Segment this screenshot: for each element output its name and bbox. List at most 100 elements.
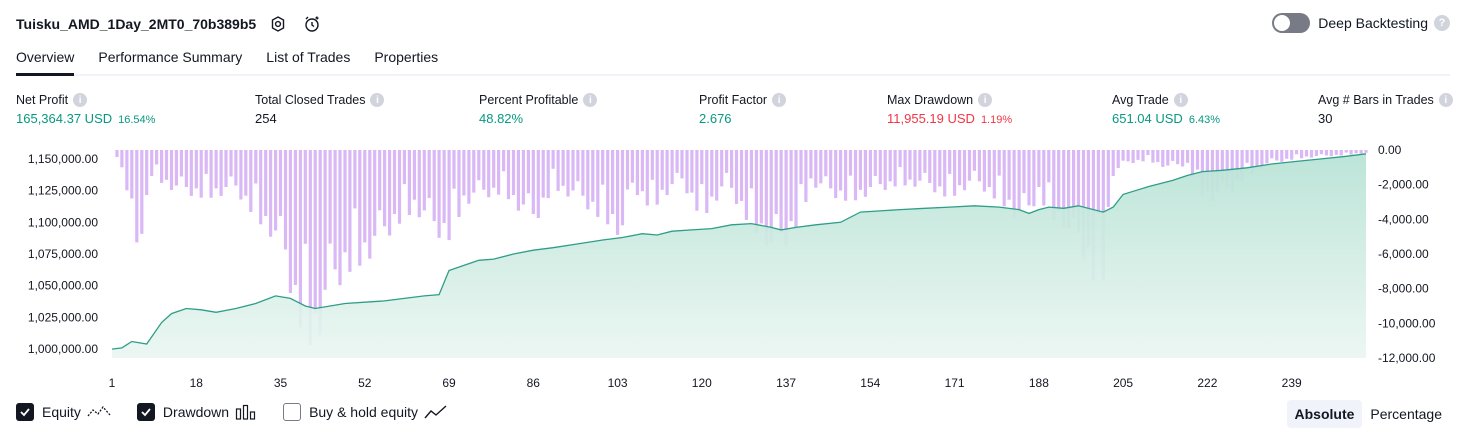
metric-label: Avg # Bars in Trades	[1318, 93, 1434, 107]
drawdown-bar	[1240, 150, 1244, 182]
drawdown-bar	[1156, 150, 1160, 163]
right-axis: 0.00 -2,000.00 -4,000.00 -6,000.00 -8,000.00…	[1378, 143, 1436, 365]
equity-line	[111, 153, 1367, 350]
drawdown-bar	[655, 150, 659, 205]
drawdown-bar	[824, 150, 828, 177]
drawdown-bar	[829, 150, 833, 189]
settings-icon[interactable]	[266, 12, 290, 36]
help-icon[interactable]: ?	[1434, 15, 1450, 31]
drawdown-bar	[269, 150, 273, 237]
drawdown-bar	[283, 150, 288, 250]
drawdown-bar	[402, 150, 406, 185]
x-axis: 1 18 35 52 69 86 103 120 137 154 171 188 205 222 239	[109, 376, 1302, 390]
drawdown-bar	[115, 150, 119, 158]
left-axis-tick: 1,150,000.00	[28, 152, 98, 166]
drawdown-bar	[244, 150, 248, 196]
drawdown-bar	[625, 150, 630, 190]
info-icon[interactable]: i	[978, 93, 993, 107]
drawdown-bar	[1111, 150, 1115, 176]
info-icon[interactable]: i	[1438, 93, 1453, 107]
drawdown-bar	[764, 150, 768, 246]
drawdown-bar	[1131, 150, 1135, 163]
drawdown-bar	[541, 150, 545, 198]
drawdown-bar	[1007, 150, 1011, 200]
drawdown-bar	[1072, 150, 1076, 218]
alert-clock-icon[interactable]	[300, 12, 324, 36]
tab-bar: Overview Performance Summary List of Tra…	[16, 46, 1450, 76]
drawdown-bar	[596, 150, 600, 217]
drawdown-bar	[928, 150, 932, 183]
x-axis-tick: 171	[945, 376, 965, 390]
tab-overview[interactable]: Overview	[16, 46, 75, 76]
right-axis-tick: 0.00	[1378, 143, 1402, 157]
drawdown-bar	[933, 150, 937, 193]
metric-max-drawdown: Max Drawdown i 11,955.19 USD 1.19%	[887, 93, 1012, 126]
drawdown-bar	[1285, 150, 1289, 159]
drawdown-bar	[1295, 150, 1299, 155]
info-icon[interactable]: i	[73, 93, 88, 107]
drawdown-bar	[779, 150, 783, 233]
drawdown-bar	[571, 150, 575, 191]
drawdown-bar	[333, 150, 337, 270]
equity-area	[112, 153, 1366, 358]
tab-list-of-trades[interactable]: List of Trades	[266, 49, 351, 65]
drawdown-bar	[710, 150, 714, 197]
drawdown-bar	[794, 150, 798, 228]
drawdown-bar	[868, 150, 872, 187]
deep-backtesting-control: Deep Backtesting ?	[1272, 13, 1450, 33]
legend-drawdown[interactable]: Drawdown	[136, 403, 257, 421]
drawdown-bar	[536, 150, 540, 218]
drawdown-bar	[858, 150, 862, 190]
drawdown-bar	[174, 150, 178, 186]
drawdown-bar	[313, 150, 317, 314]
drawdown-bar	[948, 150, 952, 174]
drawdown-bar	[1076, 150, 1081, 233]
metric-total-closed-trades: Total Closed Trades i 254	[255, 93, 385, 126]
line-chart-icon	[424, 404, 448, 420]
drawdown-bar	[591, 150, 595, 202]
drawdown-checkbox[interactable]	[136, 403, 155, 421]
drawdown-bar	[1255, 150, 1259, 168]
drawdown-bar	[566, 150, 570, 197]
drawdown-bar	[611, 150, 615, 214]
drawdown-bar	[873, 150, 877, 176]
drawdown-bar	[1037, 150, 1041, 187]
drawdown-bar	[472, 150, 476, 193]
drawdown-bar	[987, 150, 991, 187]
drawdown-bar	[259, 150, 263, 225]
drawdown-bar	[883, 150, 887, 190]
tab-performance-summary[interactable]: Performance Summary	[98, 49, 243, 65]
left-axis-tick: 1,025,000.00	[28, 310, 98, 324]
info-icon[interactable]: i	[772, 93, 787, 107]
legend-buy-hold[interactable]: Buy & hold equity	[283, 403, 448, 421]
legend-equity[interactable]: Equity	[16, 403, 111, 421]
absolute-button[interactable]: Absolute	[1286, 400, 1363, 428]
metric-label: Profit Factor	[699, 93, 768, 107]
info-icon[interactable]: i	[370, 93, 385, 107]
tab-properties[interactable]: Properties	[374, 49, 439, 65]
drawdown-bar	[457, 150, 461, 217]
equity-checkbox[interactable]	[16, 403, 34, 421]
deep-backtesting-toggle[interactable]	[1272, 13, 1311, 33]
drawdown-bar	[392, 150, 397, 214]
drawdown-bar	[1280, 150, 1284, 162]
drawdown-bar	[789, 150, 793, 222]
drawdown-bar	[397, 150, 402, 224]
buy-hold-checkbox[interactable]	[283, 403, 302, 421]
strategy-title: Tuisku_AMD_1Day_2MT0_70b389b5	[16, 16, 257, 32]
drawdown-bar	[1002, 150, 1006, 207]
info-icon[interactable]: i	[1173, 93, 1188, 107]
drawdown-bar	[1235, 150, 1239, 180]
drawdown-bar	[1176, 150, 1180, 165]
drawdown-bar	[120, 150, 124, 168]
right-axis-tick: -10,000.00	[1378, 316, 1436, 330]
drawdown-bar	[650, 150, 654, 180]
drawdown-bar	[373, 150, 377, 236]
drawdown-bar	[487, 150, 491, 198]
drawdown-bar	[383, 150, 387, 227]
bars-icon	[235, 404, 257, 420]
drawdown-bar	[378, 150, 382, 211]
drawdown-bar	[675, 150, 679, 173]
info-icon[interactable]: i	[583, 93, 598, 107]
percentage-button[interactable]: Percentage	[1370, 406, 1442, 422]
